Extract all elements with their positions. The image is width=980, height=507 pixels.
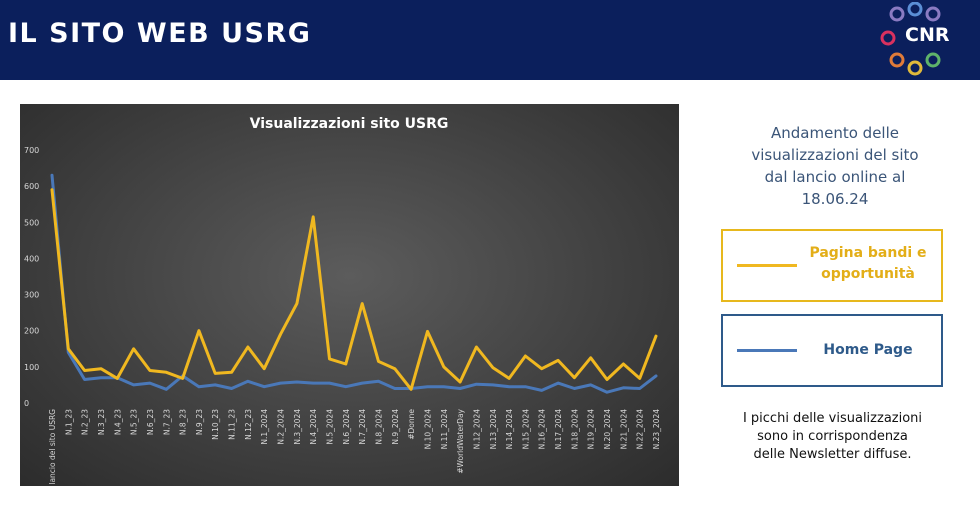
x-tick-label: N.15_2024	[521, 409, 530, 450]
chart-description: Andamento delle visualizzazioni del sito…	[720, 122, 950, 210]
y-tick-label: 500	[24, 218, 39, 227]
page-title: IL SITO WEB USRG	[8, 18, 312, 49]
x-tick-label: N.23_2024	[652, 409, 661, 450]
header-bar: IL SITO WEB USRG CNR	[0, 0, 980, 80]
x-tick-label: N.8_23	[179, 409, 188, 435]
footnote: I picchi delle visualizzazioni sono in c…	[720, 410, 945, 464]
legend-item-bandi: Pagina bandi e opportunità	[721, 229, 943, 302]
y-tick-label: 300	[24, 291, 39, 300]
x-tick-label: N.19_2024	[587, 409, 596, 450]
x-tick-label: N.12_23	[244, 409, 253, 440]
y-tick-label: 700	[24, 146, 39, 155]
legend-label-bandi: Pagina bandi e opportunità	[803, 243, 933, 285]
x-tick-label: N.7_2024	[358, 409, 367, 445]
x-tick-label: N.16_2024	[538, 409, 547, 450]
x-tick-label: N.11_23	[228, 409, 237, 440]
x-tick-label: N.14_2024	[505, 409, 514, 450]
x-tick-label: N.11_2024	[440, 409, 449, 450]
x-tick-label: lancio del sito USRG	[48, 409, 57, 485]
x-tick-label: N.3_23	[97, 409, 106, 435]
y-tick-label: 100	[24, 363, 39, 372]
note-line: sono in corrispondenza	[757, 429, 908, 444]
x-tick-label: N.9_2024	[391, 409, 400, 445]
series-line	[50, 188, 658, 391]
x-tick-label: N.6_2024	[342, 409, 351, 445]
description-line: dal lancio online al	[764, 168, 906, 186]
x-tick-label: N.4_2024	[309, 409, 318, 445]
x-tick-label: #Donne	[407, 409, 416, 440]
y-tick-label: 200	[24, 327, 39, 336]
legend-label-line: Pagina bandi e	[809, 245, 927, 261]
note-line: I picchi delle visualizzazioni	[742, 411, 923, 426]
legend-label-home: Home Page	[823, 342, 913, 358]
x-tick-label: N.20_2024	[603, 409, 612, 450]
logo-text: CNR	[905, 24, 950, 46]
legend-swatch-gold	[737, 264, 797, 267]
line-chart: Visualizzazioni sito USRG 0 100 200 300 400 50…	[24, 116, 661, 485]
y-tick-label: 400	[24, 254, 39, 263]
chart-title: Visualizzazioni sito USRG	[250, 116, 449, 132]
x-tick-label: N.10_23	[211, 409, 220, 440]
y-tick-label: 0	[24, 399, 29, 408]
x-tick-label: #WorldWaterDay	[456, 408, 465, 473]
legend-label-line: opportunità	[821, 266, 915, 282]
note-line: delle Newsletter diffuse.	[753, 447, 912, 462]
chart-panel: Visualizzazioni sito USRG 0 100 200 300 400 50…	[20, 104, 679, 486]
x-tick-label: N.21_2024	[619, 409, 628, 450]
x-tick-label: N.8_2024	[374, 409, 383, 445]
x-tick-label: N.2_2024	[277, 409, 286, 445]
x-tick-label: N.22_2024	[636, 409, 645, 450]
x-tick-label: N.13_2024	[489, 409, 498, 450]
x-tick-label: N.5_2024	[326, 409, 335, 445]
x-tick-label: N.3_2024	[293, 409, 302, 445]
x-tick-label: N.1_2024	[260, 409, 269, 445]
description-line: Andamento delle	[771, 124, 899, 142]
x-tick-label: N.1_23	[64, 409, 73, 435]
x-tick-label: N.10_2024	[423, 409, 432, 450]
description-line: 18.06.24	[801, 190, 869, 208]
description-line: visualizzazioni del sito	[751, 146, 919, 164]
cnr-logo-icon	[880, 2, 941, 76]
y-tick-label: 600	[24, 182, 39, 191]
x-tick-label: N.9_23	[195, 409, 204, 435]
x-tick-label: N.2_23	[81, 409, 90, 435]
x-tick-label: N.7_23	[162, 409, 171, 435]
x-tick-label: N.4_23	[113, 409, 122, 435]
series-line	[50, 173, 658, 394]
legend-item-home: Home Page	[721, 314, 943, 387]
x-tick-label: N.12_2024	[472, 409, 481, 450]
legend-swatch-blue	[737, 349, 797, 352]
x-tick-label: N.18_2024	[570, 409, 579, 450]
x-tick-label: N.6_23	[146, 409, 155, 435]
x-tick-label: N.17_2024	[554, 409, 563, 450]
x-tick-label: N.5_23	[130, 409, 139, 435]
